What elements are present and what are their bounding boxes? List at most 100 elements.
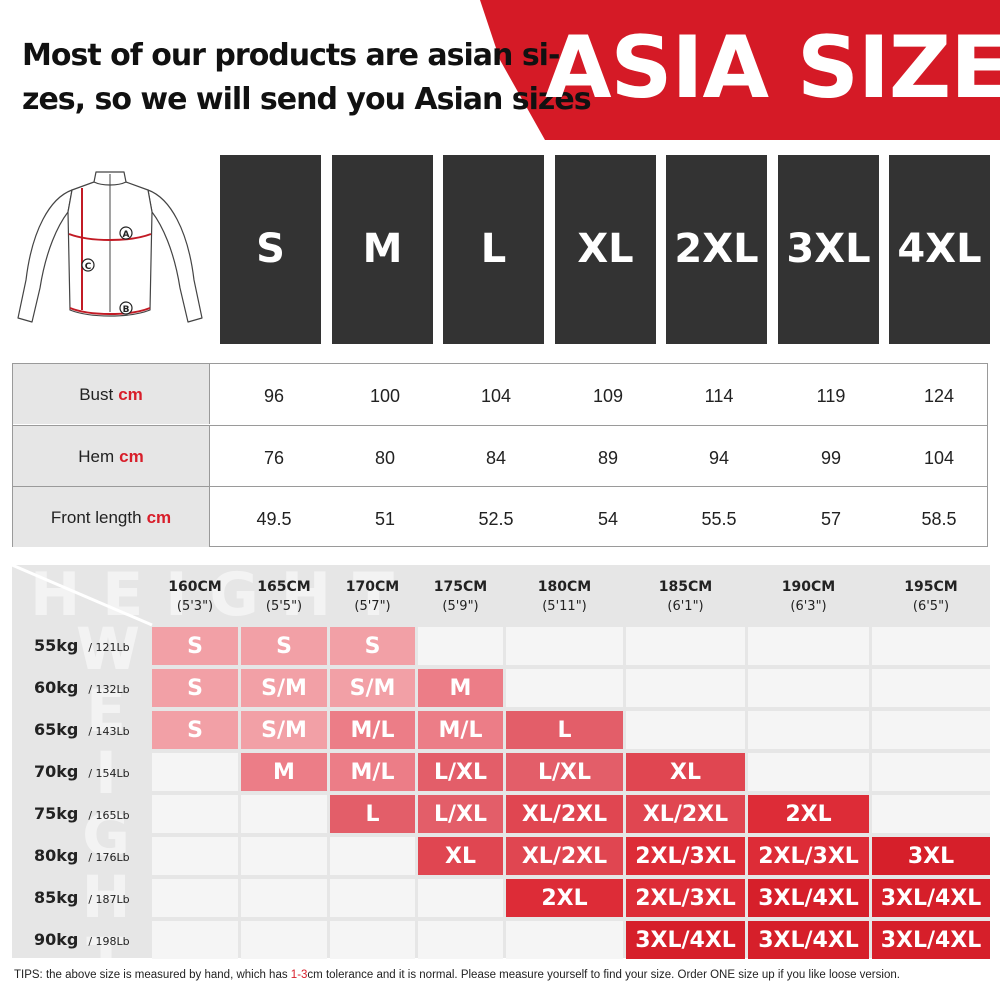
empty-cell [748, 669, 869, 707]
row-label: Front length cm [13, 487, 210, 547]
weight-row-header: 75kg / 165Lb [34, 795, 130, 833]
measurement-table: Bust cm 96 100 104 109 114 119 124 Hem cm … [12, 363, 988, 547]
empty-cell [152, 795, 238, 833]
size-cell: S/M [330, 669, 415, 707]
height-column-header: 165CM (5'5") [241, 578, 327, 616]
weight-row-header: 70kg / 154Lb [34, 753, 130, 791]
height-cm: 180CM [537, 579, 592, 595]
table-cell: 55.5 [701, 509, 737, 529]
empty-cell [506, 921, 623, 959]
height-ft: (5'11") [542, 599, 587, 614]
weight-lb: / 121Lb [88, 641, 130, 654]
table-cell: 80 [374, 448, 396, 468]
empty-cell [330, 879, 415, 917]
size-cell: S [330, 627, 415, 665]
weight-kg: 90kg [34, 930, 79, 949]
empty-cell [872, 627, 990, 665]
size-cell: 3XL/4XL [872, 879, 990, 917]
marker-c: C [85, 262, 92, 272]
size-cell: S/M [241, 711, 327, 749]
empty-cell [418, 627, 503, 665]
table-cell: 51 [374, 509, 396, 529]
weight-lb: / 176Lb [88, 851, 130, 864]
size-cell: S [152, 711, 238, 749]
height-column-header: 185CM (6'1") [626, 578, 745, 616]
size-cell: S [152, 669, 238, 707]
watermark-weight: WEIGHT [76, 615, 140, 993]
weight-row-header: 80kg / 176Lb [34, 837, 130, 875]
weight-lb: / 143Lb [88, 725, 130, 738]
tips-text-before: TIPS: the above size is measured by hand… [14, 969, 291, 981]
weight-row-header: 60kg / 132Lb [34, 669, 130, 707]
table-cell: 104 [480, 386, 512, 406]
empty-cell [418, 879, 503, 917]
size-tile-xl: XL [555, 155, 656, 344]
empty-cell [872, 753, 990, 791]
table-cell: 100 [369, 386, 401, 406]
empty-cell [872, 669, 990, 707]
size-tile-3xl: 3XL [778, 155, 879, 344]
height-cm: 195CM [904, 579, 958, 595]
weight-kg: 55kg [34, 636, 79, 655]
table-cell: 99 [820, 448, 842, 468]
weight-row-header: 55kg / 121Lb [34, 627, 130, 665]
size-cell: L/XL [418, 753, 503, 791]
empty-cell [626, 669, 745, 707]
table-cell: 49.5 [256, 509, 292, 529]
row-label-unit: cm [146, 508, 172, 527]
size-cell: S/M [241, 669, 327, 707]
tips-note: TIPS: the above size is measured by hand… [14, 969, 994, 981]
empty-cell [330, 921, 415, 959]
header-notice: Most of our products are asian si- zes, … [22, 34, 592, 122]
row-label: Bust cm [13, 364, 210, 424]
size-cell: L [330, 795, 415, 833]
size-cell: S [241, 627, 327, 665]
size-cell: M/L [330, 753, 415, 791]
row-label: Hem cm [13, 426, 210, 486]
table-cell: 104 [923, 448, 955, 468]
asia-size-title: ASIA SIZE [545, 18, 1000, 118]
empty-cell [506, 627, 623, 665]
size-cell: L/XL [506, 753, 623, 791]
table-cell: 58.5 [921, 509, 957, 529]
empty-cell [748, 627, 869, 665]
height-column-header: 175CM (5'9") [418, 578, 503, 616]
empty-cell [241, 837, 327, 875]
weight-kg: 80kg [34, 846, 79, 865]
size-cell: XL/2XL [506, 795, 623, 833]
watermark-height: HEIGHT [30, 560, 416, 630]
row-label-text: Hem [78, 447, 115, 466]
empty-cell [872, 711, 990, 749]
height-cm: 170CM [345, 579, 400, 595]
size-cell: XL [418, 837, 503, 875]
header-red-banner [480, 0, 1000, 140]
empty-cell [152, 837, 238, 875]
height-cm: 160CM [168, 579, 222, 595]
size-cell: L/XL [418, 795, 503, 833]
header: Most of our products are asian si- zes, … [0, 0, 1000, 140]
size-tile-m: M [332, 155, 433, 344]
measurement-row-hem: Hem cm 76 80 84 89 94 99 104 [13, 425, 987, 486]
empty-cell [152, 921, 238, 959]
height-ft: (5'3") [176, 599, 214, 614]
marker-b: B [123, 305, 130, 315]
table-cell: 109 [592, 386, 624, 406]
height-ft: (5'9") [442, 599, 479, 614]
height-column-header: 190CM (6'3") [748, 578, 869, 616]
height-ft: (5'7") [354, 599, 391, 614]
table-cell: 119 [816, 386, 846, 406]
weight-lb: / 198Lb [88, 935, 130, 948]
row-label-unit: cm [119, 447, 144, 466]
empty-cell [152, 879, 238, 917]
size-cell: 2XL [506, 879, 623, 917]
empty-cell [748, 753, 869, 791]
size-tile-2xl: 2XL [666, 155, 767, 344]
empty-cell [330, 837, 415, 875]
empty-cell [872, 795, 990, 833]
empty-cell [748, 711, 869, 749]
height-column-header: 195CM (6'5") [872, 578, 990, 616]
table-cell: 124 [923, 386, 955, 406]
weight-lb: / 154Lb [88, 767, 130, 780]
measurement-row-bust: Bust cm 96 100 104 109 114 119 124 [13, 364, 987, 424]
size-cell: XL/2XL [626, 795, 745, 833]
